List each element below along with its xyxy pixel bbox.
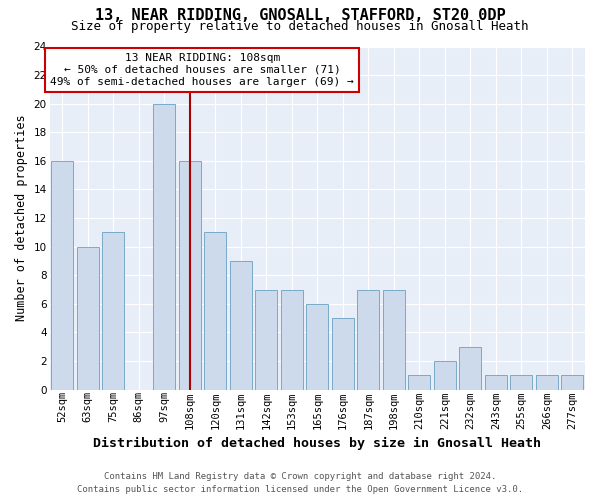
Bar xyxy=(383,290,404,390)
Y-axis label: Number of detached properties: Number of detached properties xyxy=(15,115,28,322)
Bar xyxy=(434,361,455,390)
Bar xyxy=(307,304,328,390)
Bar xyxy=(256,290,277,390)
Text: 13, NEAR RIDDING, GNOSALL, STAFFORD, ST20 0DP: 13, NEAR RIDDING, GNOSALL, STAFFORD, ST2… xyxy=(95,8,505,22)
Bar xyxy=(536,376,557,390)
X-axis label: Distribution of detached houses by size in Gnosall Heath: Distribution of detached houses by size … xyxy=(93,437,541,450)
Bar xyxy=(332,318,353,390)
Bar xyxy=(511,376,532,390)
Bar xyxy=(562,376,583,390)
Bar xyxy=(460,347,481,390)
Bar xyxy=(77,246,98,390)
Bar xyxy=(409,376,430,390)
Bar xyxy=(52,161,73,390)
Text: 13 NEAR RIDDING: 108sqm
← 50% of detached houses are smaller (71)
49% of semi-de: 13 NEAR RIDDING: 108sqm ← 50% of detache… xyxy=(50,54,354,86)
Bar xyxy=(154,104,175,390)
Bar xyxy=(205,232,226,390)
Bar xyxy=(103,232,124,390)
Bar xyxy=(179,161,200,390)
Text: Size of property relative to detached houses in Gnosall Heath: Size of property relative to detached ho… xyxy=(71,20,529,33)
Bar xyxy=(230,261,251,390)
Bar xyxy=(281,290,302,390)
Text: Contains HM Land Registry data © Crown copyright and database right 2024.
Contai: Contains HM Land Registry data © Crown c… xyxy=(77,472,523,494)
Bar xyxy=(485,376,506,390)
Bar xyxy=(358,290,379,390)
